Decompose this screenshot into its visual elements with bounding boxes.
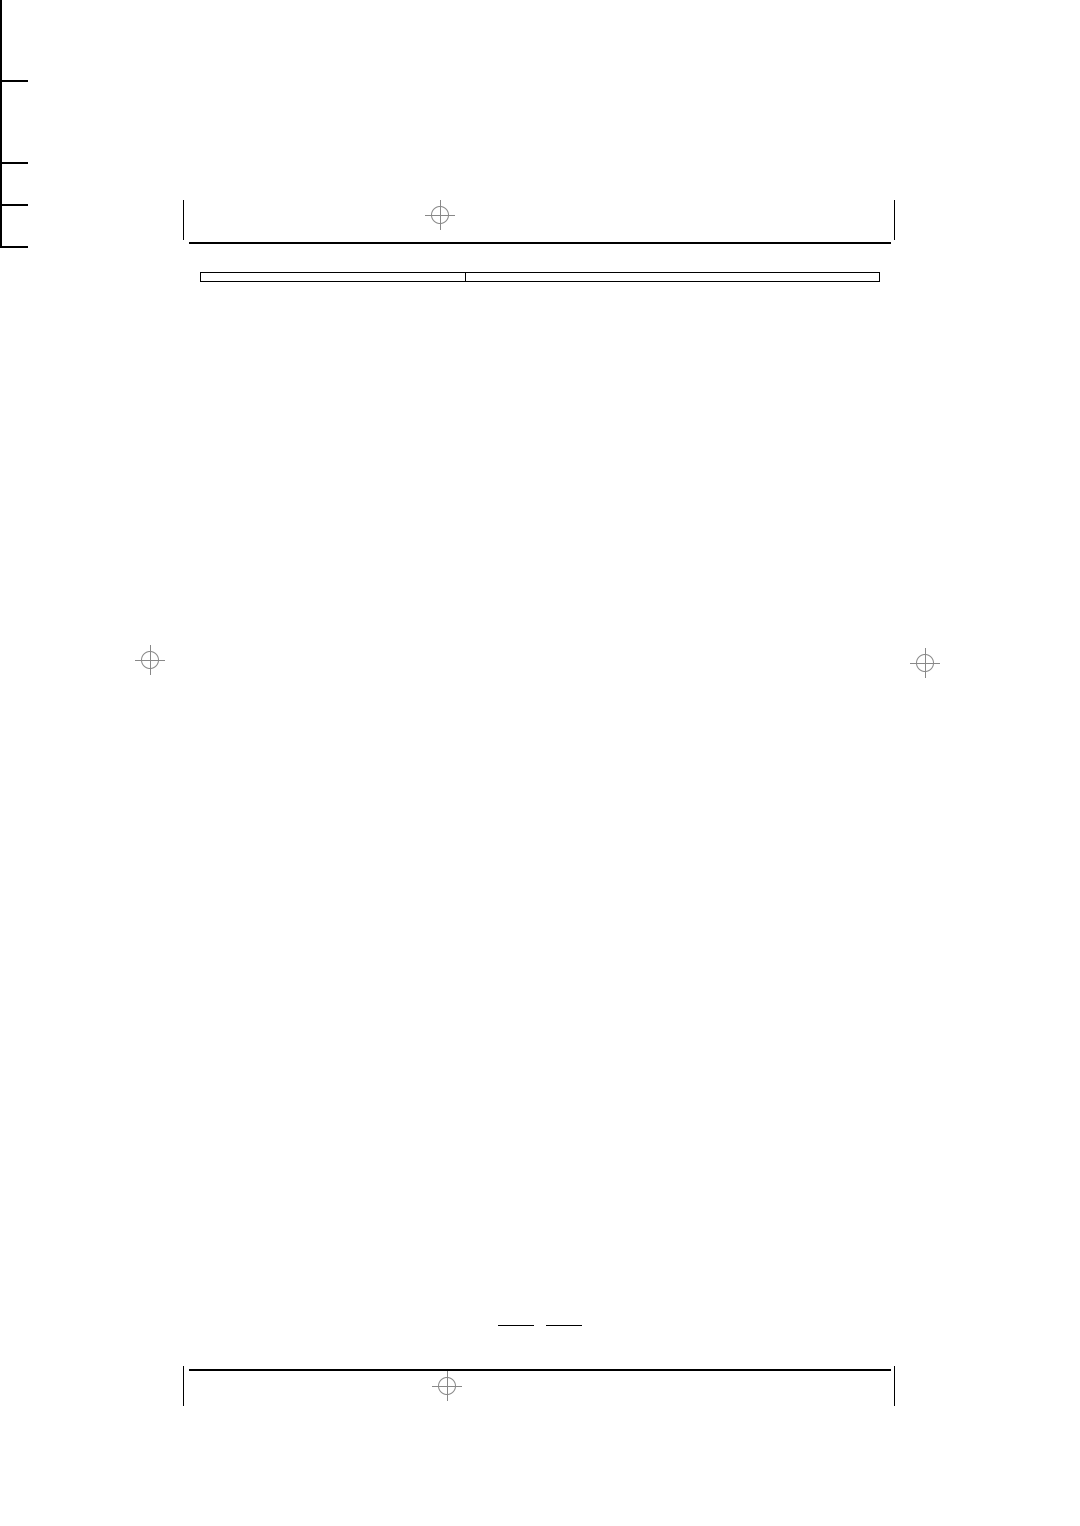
crop-mark: [0, 204, 28, 206]
page-content: [200, 260, 880, 1346]
crop-mark: [0, 164, 2, 204]
registration-target-icon: [425, 200, 455, 230]
crop-mark: [0, 162, 28, 164]
crop-mark: [0, 40, 2, 80]
crop-mark: [0, 80, 28, 82]
crop-mark: [894, 200, 895, 240]
page-number: [200, 1318, 880, 1332]
crop-mark: [0, 82, 2, 122]
crop-mark: [0, 0, 2, 40]
crop-line: [189, 1369, 891, 1371]
crop-mark: [183, 1366, 184, 1406]
registration-target-icon: [135, 645, 165, 675]
registration-target-icon: [432, 1371, 462, 1401]
crop-mark: [0, 206, 2, 246]
crop-line: [189, 242, 891, 244]
table-header-problems: [201, 273, 466, 282]
crop-mark: [183, 200, 184, 240]
troubleshooting-table: [200, 272, 880, 282]
registration-target-icon: [910, 648, 940, 678]
crop-mark: [0, 246, 28, 248]
table-header-check: [465, 273, 879, 282]
crop-mark: [894, 1366, 895, 1406]
crop-mark: [0, 122, 2, 162]
